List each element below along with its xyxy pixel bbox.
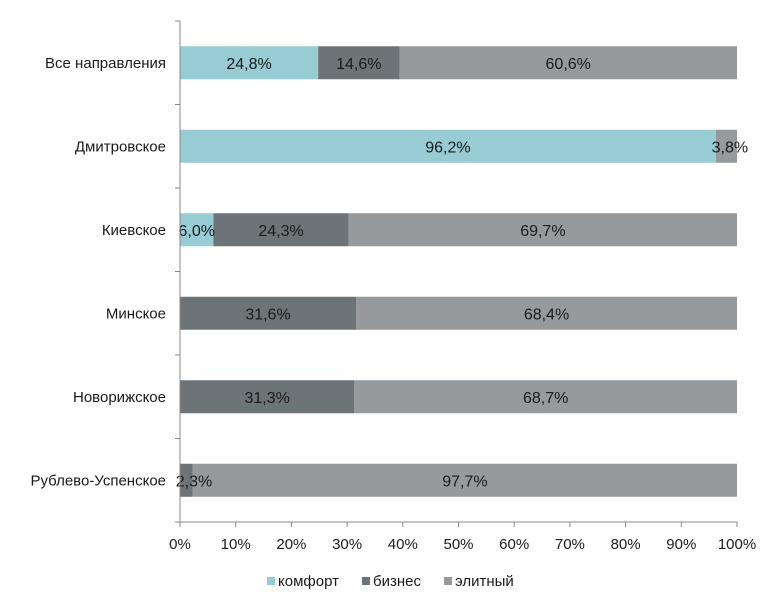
bar-элитный-4	[354, 380, 737, 414]
data-label-элитный-0: 60,6%	[546, 56, 591, 73]
legend-swatch-бизнес	[362, 577, 370, 585]
category-label-5: Рублево-Успенское	[30, 472, 166, 489]
data-label-бизнес-0: 14,6%	[336, 56, 381, 73]
legend-swatch-комфорт	[267, 577, 275, 585]
category-label-2: Киевское	[102, 222, 166, 239]
data-label-комфорт-1: 96,2%	[425, 139, 470, 156]
bar-бизнес-5	[180, 463, 193, 497]
category-label-4: Новорижское	[73, 389, 166, 406]
x-tick-label-3: 30%	[332, 536, 362, 553]
data-label-элитный-2: 69,7%	[520, 223, 565, 240]
x-tick-label-0: 0%	[169, 536, 191, 553]
legend-label-комфорт: комфорт	[278, 573, 339, 590]
bar-комфорт-0	[180, 46, 319, 80]
legend-label-элитный: элитный	[455, 573, 514, 590]
data-label-элитный-5: 97,7%	[442, 473, 487, 490]
bar-комфорт-1	[180, 129, 716, 163]
category-label-1: Дмитровское	[75, 138, 166, 155]
category-label-0: Все направления	[45, 55, 166, 72]
legend-label-бизнес: бизнес	[373, 573, 421, 590]
axes-layer: Все направления Дмитровское Киевское Минско…	[30, 20, 756, 553]
data-label-комфорт-2: 6,0%	[178, 223, 214, 240]
bar-элитный-0	[399, 46, 737, 80]
data-label-комфорт-0: 24,8%	[226, 56, 271, 73]
bar-комфорт-2	[180, 213, 214, 247]
data-label-элитный-1: 3,8%	[712, 139, 748, 156]
x-tick-label-2: 20%	[276, 536, 306, 553]
data-label-бизнес-4: 31,3%	[244, 390, 289, 407]
bar-элитный-3	[356, 296, 737, 330]
data-label-бизнес-5: 2,3%	[176, 473, 212, 490]
x-tick-label-1: 10%	[221, 536, 251, 553]
category-label-3: Минское	[106, 305, 166, 322]
bar-элитный-1	[715, 129, 737, 163]
data-label-элитный-3: 68,4%	[524, 306, 569, 323]
x-tick-label-6: 60%	[499, 536, 529, 553]
x-tick-label-10: 100%	[718, 536, 756, 553]
data-label-бизнес-2: 24,3%	[258, 223, 303, 240]
bar-элитный-2	[348, 213, 737, 247]
x-tick-label-5: 50%	[443, 536, 473, 553]
x-tick-label-4: 40%	[388, 536, 418, 553]
legend: комфорт бизнес элитный	[267, 573, 514, 590]
bar-бизнес-2	[213, 213, 349, 247]
data-labels-layer: 24,8% 14,6% 60,6% 96,2% 3,8% 6,0% 24,3% 69,7% 31…	[176, 56, 748, 491]
bar-бизнес-0	[318, 46, 400, 80]
bars-layer	[180, 46, 737, 497]
x-tick-label-7: 70%	[555, 536, 585, 553]
bar-бизнес-4	[180, 380, 355, 414]
data-label-бизнес-3: 31,6%	[245, 306, 290, 323]
x-tick-label-9: 90%	[666, 536, 696, 553]
legend-swatch-элитный	[444, 577, 452, 585]
x-tick-label-8: 80%	[611, 536, 641, 553]
bar-бизнес-3	[180, 296, 357, 330]
data-label-элитный-4: 68,7%	[523, 390, 568, 407]
bar-элитный-5	[192, 463, 737, 497]
